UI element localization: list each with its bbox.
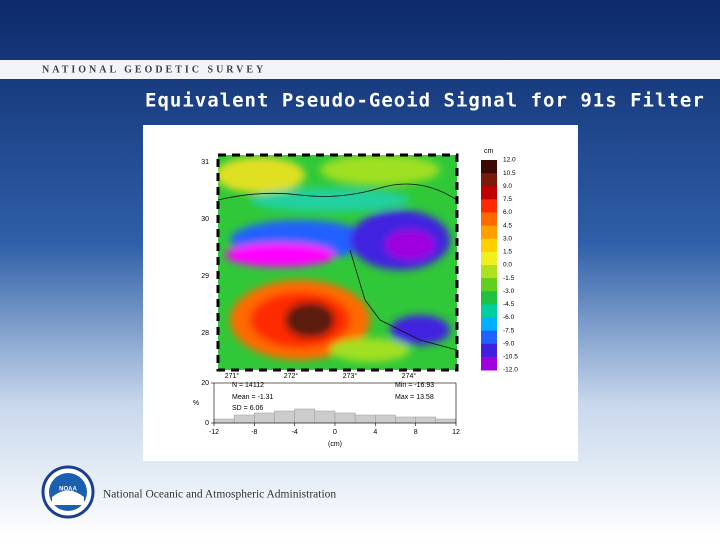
hist-bar	[435, 418, 457, 424]
colorbar-cell	[481, 173, 497, 187]
stat: Min = -16.93	[395, 382, 434, 389]
hist-x-tick-label: -8	[251, 429, 257, 436]
colorbar-label: -7.5	[503, 327, 515, 334]
lon-label: 272°	[284, 372, 299, 380]
colorbar-cell	[481, 304, 497, 318]
hist-bar	[415, 416, 437, 424]
header-band	[0, 60, 720, 79]
colorbar-cell	[481, 356, 497, 371]
colorbar-cell	[481, 317, 497, 332]
colorbar-label: 7.5	[503, 196, 512, 203]
lat-label: 29	[201, 273, 209, 280]
colorbar-cell	[481, 238, 497, 253]
title: Equivalent Pseudo-Geoid Signal for 91s F…	[145, 90, 705, 112]
hist-x-tick-label: -12	[209, 429, 219, 436]
hist-bar	[354, 414, 376, 424]
colorbar-label: 3.0	[503, 235, 512, 242]
hist-bar	[375, 414, 396, 424]
colorbar-cell	[481, 343, 497, 358]
colorbar-cell	[481, 199, 497, 213]
hist-bar	[294, 408, 316, 424]
stat: N = 14112	[232, 382, 264, 389]
lat-label: 28	[201, 330, 209, 337]
colorbar-label: 4.5	[503, 222, 512, 229]
colorbar-label: -12.0	[503, 367, 518, 374]
hist-xlabel: (cm)	[328, 441, 342, 448]
logo-wave	[52, 490, 84, 505]
colorbar-cell	[481, 160, 497, 174]
colorbar-label: -1.5	[503, 275, 515, 282]
hist-bar	[274, 410, 295, 424]
hist-bar	[233, 414, 255, 424]
hist-bar	[314, 410, 336, 424]
colorbar-label: -6.0	[503, 314, 515, 321]
hist-bar	[254, 412, 275, 424]
colorbar: 12.0 10.5 9.0 7.5 6.0 4.5 3.0 1.5 0.0 -1.5 -3.0 -4.…	[481, 157, 518, 374]
map-frame	[216, 153, 459, 372]
colorbar-label: -3.0	[503, 288, 515, 295]
stat: Max = 13.58	[395, 394, 434, 401]
colorbar-cell	[481, 330, 497, 345]
agency: NATIONAL GEODETIC SURVEY	[42, 64, 266, 75]
hist-y-tick-label: 20	[201, 380, 209, 387]
hist-y-tick-label: 0	[205, 420, 209, 427]
colorbar-label: -9.0	[503, 340, 515, 347]
colorbar-label: 6.0	[503, 209, 512, 216]
hist-bar	[213, 418, 235, 424]
colorbar-cell	[481, 212, 497, 227]
lat-label: 31	[201, 159, 209, 166]
logo-text: NOAA	[59, 487, 77, 493]
lon-label: 271°	[225, 372, 240, 380]
hist-x-tick-label: 8	[414, 429, 418, 436]
colorbar-label: 9.0	[503, 183, 512, 190]
colorbar-label: 12.0	[503, 157, 516, 164]
stat: SD = 6.06	[232, 405, 263, 412]
colorbar-label: 10.5	[503, 170, 516, 177]
colorbar-label: -10.5	[503, 354, 518, 361]
colorbar-cell	[481, 186, 497, 200]
hist-x-tick-label: 12	[452, 429, 460, 436]
lon-label: 274°	[402, 372, 417, 380]
hist-bar	[395, 416, 416, 424]
colorbar-cell	[481, 265, 497, 279]
colorbar-label: -4.5	[503, 301, 515, 308]
hist-bar	[334, 412, 356, 424]
colorbar-cell	[481, 278, 497, 292]
colorbar-cell	[481, 291, 497, 305]
colorbar-unit: cm	[484, 148, 494, 155]
colorbar-cell	[481, 225, 497, 240]
colorbar-label: 1.5	[503, 249, 512, 256]
histogram: -12 -8 -4 0 4 8 12 0 20	[201, 380, 460, 436]
colorbar-cell	[481, 251, 497, 266]
stat: Mean = -1.31	[232, 394, 274, 401]
lat-label: 30	[201, 216, 209, 223]
heatmap	[218, 155, 457, 370]
organization: National Oceanic and Atmospheric Adminis…	[103, 489, 336, 501]
hist-x-tick-label: 4	[373, 429, 377, 436]
hist-x-tick-label: 0	[333, 429, 337, 436]
hist-ylabel: %	[193, 400, 199, 407]
lon-label: 273°	[343, 372, 358, 380]
colorbar-label: 0.0	[503, 262, 512, 269]
hist-x-tick-label: -4	[292, 429, 298, 436]
